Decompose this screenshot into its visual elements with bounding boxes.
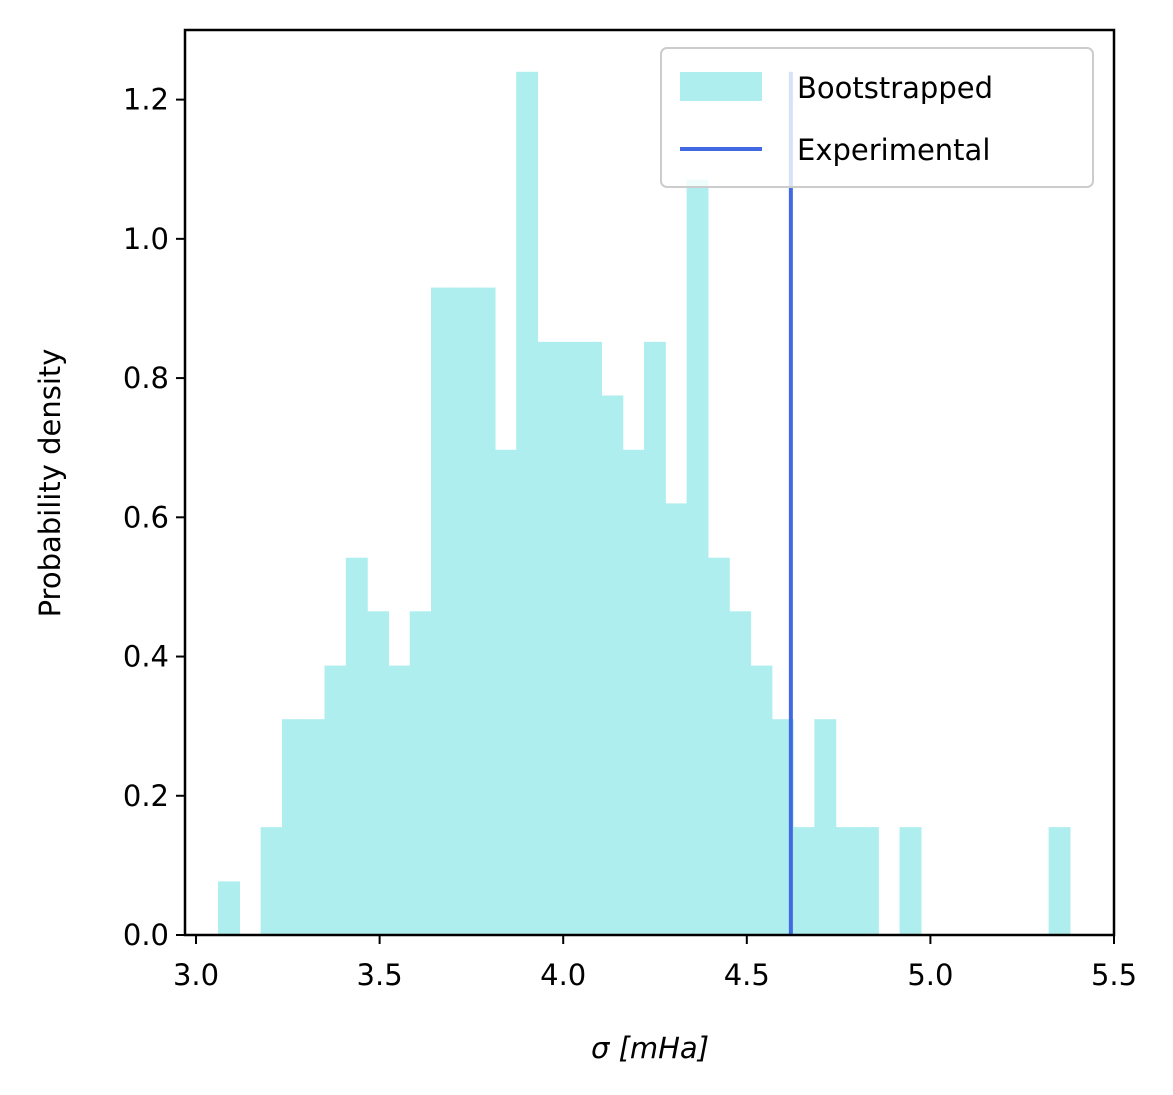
- histogram-bar: [260, 827, 283, 935]
- histogram-bar: [601, 395, 624, 935]
- histogram-bar: [686, 179, 709, 935]
- histogram-bar: [665, 503, 688, 935]
- histogram-bar: [814, 719, 837, 935]
- histogram-bar: [345, 557, 368, 935]
- histogram-bar: [707, 557, 730, 935]
- histogram-bar: [899, 827, 922, 935]
- histogram-bar: [303, 719, 326, 935]
- histogram-bar: [729, 611, 752, 935]
- y-axis-label: Probability density: [33, 349, 67, 618]
- histogram-bar: [324, 665, 347, 935]
- histogram-bar: [1048, 827, 1071, 935]
- histogram-bar: [835, 827, 858, 935]
- histogram-bar: [558, 341, 581, 935]
- histogram-bar: [409, 611, 432, 935]
- histogram-bars: [218, 71, 1071, 936]
- y-tick-label: 0.8: [123, 361, 169, 395]
- histogram-bar: [771, 719, 794, 935]
- histogram-bar: [537, 341, 560, 935]
- y-axis-ticks: 0.0 0.2 0.4 0.6 0.8 1.0 1.2: [123, 83, 185, 952]
- legend-label-experimental: Experimental: [797, 133, 990, 167]
- x-tick-label: 5.0: [907, 958, 953, 992]
- histogram-bar: [473, 287, 496, 936]
- x-tick-label: 4.5: [724, 958, 770, 992]
- histogram-bar: [218, 881, 240, 935]
- histogram-bar: [643, 341, 666, 935]
- x-tick-label: 5.5: [1091, 958, 1137, 992]
- histogram-bar: [750, 665, 773, 935]
- legend-box: [660, 47, 1094, 188]
- y-tick-label: 1.2: [123, 83, 169, 117]
- histogram-bar: [793, 827, 815, 935]
- histogram-bar: [281, 719, 304, 935]
- y-tick-label: 0.4: [123, 640, 169, 674]
- histogram-bar: [494, 449, 517, 935]
- plot-frame: [183, 28, 1116, 937]
- y-tick-label: 0.2: [123, 779, 169, 813]
- y-tick-label: 0.6: [123, 500, 169, 534]
- legend-label-bootstrapped: Bootstrapped: [797, 71, 993, 105]
- x-tick-label: 3.0: [173, 958, 219, 992]
- histogram-bar: [367, 611, 390, 935]
- histogram-bar: [516, 71, 539, 936]
- histogram-bar: [431, 287, 453, 936]
- histogram-bar: [622, 449, 645, 935]
- legend-swatch-bootstrapped: [680, 72, 762, 101]
- histogram-bar: [580, 341, 602, 935]
- y-tick-label: 1.0: [123, 222, 169, 256]
- x-tick-label: 4.0: [540, 958, 586, 992]
- x-tick-label: 3.5: [357, 958, 403, 992]
- histogram-bar: [388, 665, 411, 935]
- x-axis-label: σ [mHa]: [591, 1031, 709, 1065]
- x-axis-ticks: 3.0 3.5 4.0 4.5 5.0 5.5: [173, 935, 1137, 992]
- histogram-bar: [856, 827, 879, 935]
- legend: Bootstrapped Experimental: [660, 47, 1094, 188]
- y-tick-label: 0.0: [123, 918, 169, 952]
- histogram-bar: [452, 287, 475, 936]
